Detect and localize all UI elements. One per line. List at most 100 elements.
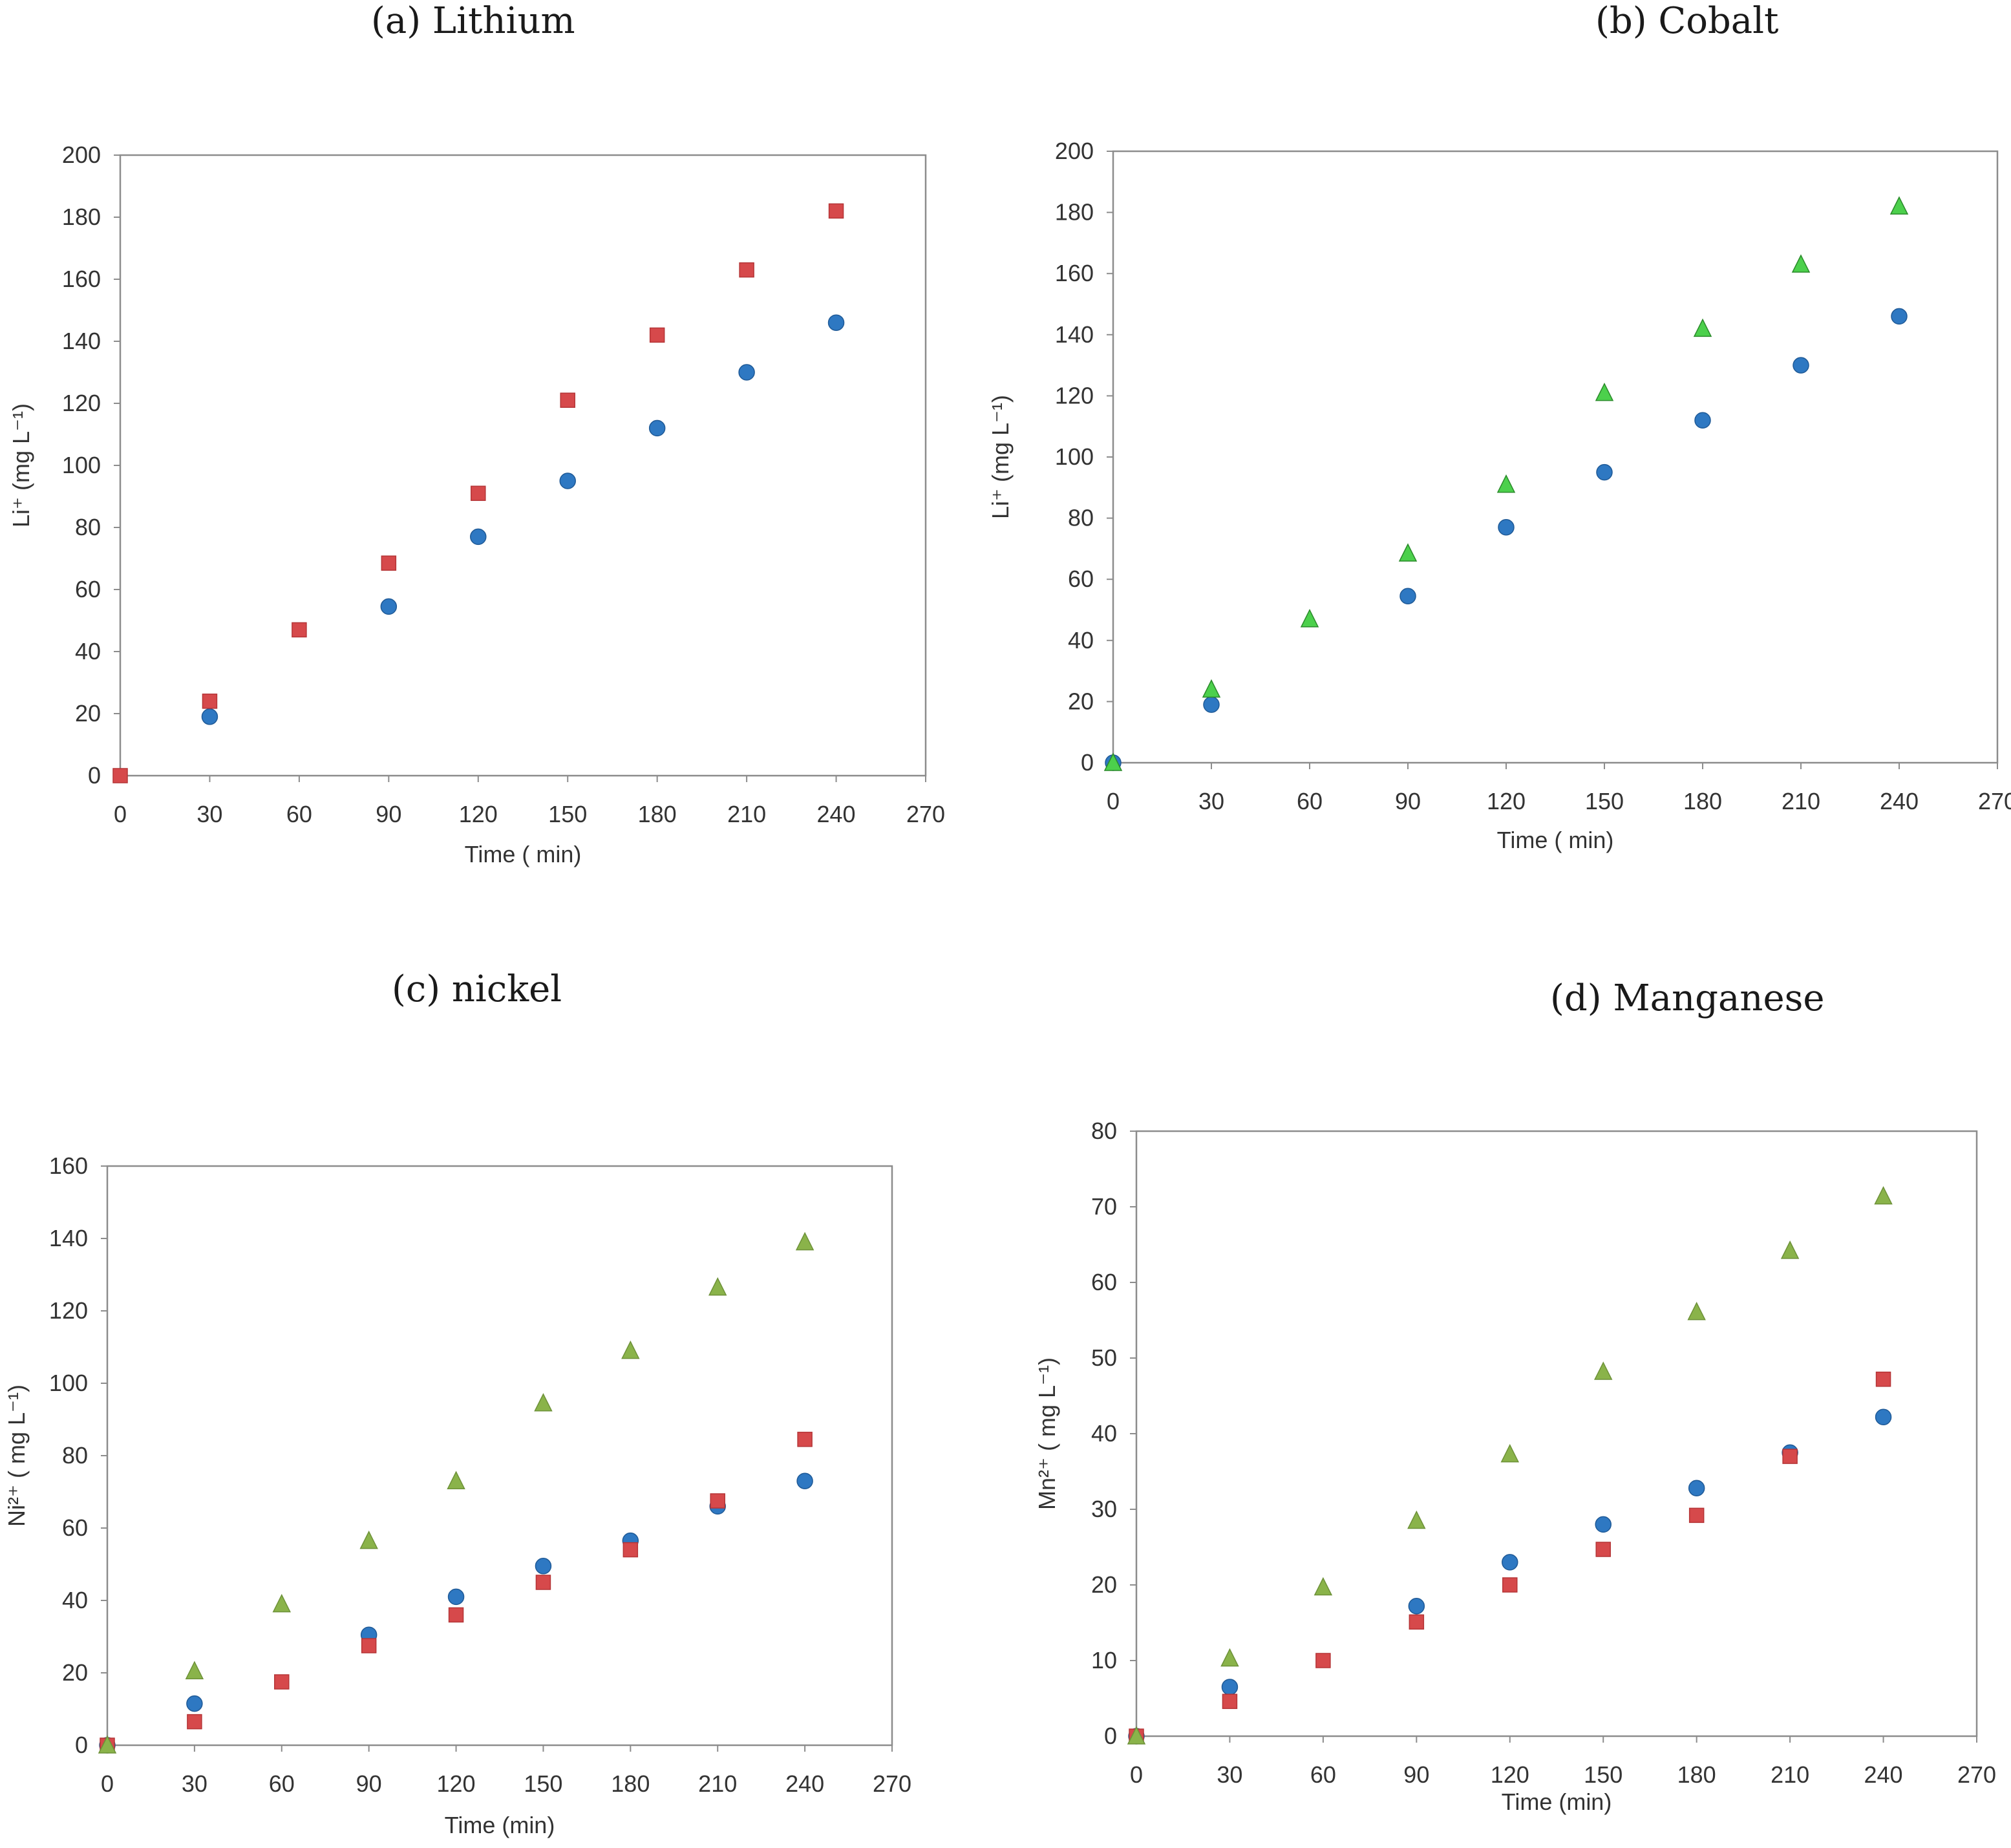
x-tick-label: 60 <box>1297 788 1323 814</box>
y-tick-label: 70 <box>1091 1193 1117 1220</box>
x-tick-label: 150 <box>524 1770 562 1797</box>
y-tick-label: 60 <box>1091 1269 1117 1295</box>
plot-frame <box>1135 1130 1978 1737</box>
x-tick-label: 240 <box>817 801 856 827</box>
data-point-circle <box>559 473 576 489</box>
data-point-square <box>1222 1694 1238 1709</box>
data-point-circle <box>201 708 218 725</box>
data-point-circle <box>1498 519 1515 536</box>
data-point-square <box>535 1575 551 1590</box>
data-point-circle <box>1596 463 1613 481</box>
x-tick-label: 30 <box>1217 1761 1242 1788</box>
y-tick-label: 80 <box>1068 505 1094 531</box>
data-point-triangle <box>98 1735 117 1754</box>
data-point-triangle <box>1500 1443 1519 1463</box>
data-point-square <box>1688 1507 1705 1524</box>
data-point-square <box>1782 1449 1798 1464</box>
data-point-triangle <box>1595 382 1614 401</box>
data-point-triangle <box>1300 609 1319 628</box>
x-tick-label: 60 <box>1310 1761 1336 1788</box>
x-tick-label: 150 <box>1585 788 1624 814</box>
y-tick-label: 60 <box>75 576 101 602</box>
x-tick-label: 150 <box>548 801 587 827</box>
data-point-triangle <box>1693 318 1712 337</box>
x-tick-label: 210 <box>727 801 766 827</box>
y-tick-label: 0 <box>88 762 101 789</box>
x-tick-label: 240 <box>785 1770 824 1797</box>
data-point-circle <box>186 1695 203 1712</box>
y-tick-label: 80 <box>75 514 101 540</box>
data-point-triangle <box>1889 196 1909 215</box>
y-axis-label: Li⁺ (mg L⁻¹) <box>8 403 34 527</box>
y-tick-label: 80 <box>1091 1118 1117 1144</box>
data-point-circle <box>648 420 666 437</box>
data-point-triangle <box>621 1340 640 1359</box>
x-tick-label: 60 <box>286 801 312 827</box>
y-tick-label: 100 <box>1055 443 1094 470</box>
y-tick-label: 120 <box>62 390 101 416</box>
x-tick-label: 120 <box>1487 788 1526 814</box>
x-tick-label: 0 <box>101 1770 114 1797</box>
data-point-triangle <box>185 1661 204 1679</box>
data-point-square <box>560 392 575 408</box>
x-tick-label: 240 <box>1864 1761 1903 1788</box>
plot-frame <box>1112 150 1999 764</box>
data-point-circle <box>1891 308 1908 325</box>
x-tick-label: 270 <box>873 1770 911 1797</box>
data-point-square <box>1409 1614 1425 1630</box>
x-axis-label: Time ( min) <box>1497 827 1614 853</box>
x-tick-label: 180 <box>1677 1761 1716 1788</box>
y-tick-label: 20 <box>75 700 101 727</box>
y-tick-label: 140 <box>62 328 101 354</box>
data-point-circle <box>1408 1598 1425 1615</box>
y-tick-label: 180 <box>62 204 101 230</box>
data-point-triangle <box>708 1277 727 1296</box>
data-point-square <box>1595 1542 1611 1557</box>
chart-b: 0 20 40 60 80 100 120 140 160 180 200 0 30 60 90 120 150… <box>987 138 2011 853</box>
data-point-triangle <box>272 1593 291 1613</box>
chart-c: 0 20 40 60 80 100 120 140 160 0 30 60 90 120 150 180 210… <box>3 1152 911 1838</box>
y-axis-label: Li⁺ (mg L⁻¹) <box>987 395 1014 519</box>
y-tick-label: 120 <box>1055 382 1094 409</box>
panel-b-title: (b) Cobalt <box>1595 0 1779 42</box>
data-point-triangle <box>1202 679 1221 698</box>
data-point-square <box>739 262 754 278</box>
data-point-square <box>622 1542 639 1558</box>
y-tick-label: 160 <box>1055 260 1094 286</box>
panel-c-title: (c) nickel <box>392 968 562 1010</box>
y-tick-label: 200 <box>1055 138 1094 164</box>
x-tick-label: 0 <box>114 801 127 827</box>
data-point-triangle <box>1407 1510 1426 1529</box>
x-tick-label: 90 <box>356 1770 382 1797</box>
data-point-triangle <box>1127 1726 1146 1745</box>
x-tick-label: 210 <box>1782 788 1820 814</box>
data-point-square <box>1875 1372 1891 1387</box>
data-point-circle <box>1688 1480 1705 1496</box>
x-tick-label: 150 <box>1584 1761 1623 1788</box>
x-tick-label: 120 <box>1491 1761 1529 1788</box>
data-point-circle <box>535 1558 552 1575</box>
plot-frame <box>106 1165 893 1747</box>
y-tick-label: 160 <box>62 266 101 292</box>
data-point-triangle <box>359 1530 378 1549</box>
data-point-circle <box>1221 1679 1239 1695</box>
y-tick-label: 0 <box>75 1732 88 1758</box>
x-tick-label: 60 <box>269 1770 295 1797</box>
x-tick-label: 270 <box>906 801 945 827</box>
data-point-triangle <box>1496 474 1516 493</box>
x-tick-label: 120 <box>459 801 498 827</box>
x-tick-label: 270 <box>1978 788 2011 814</box>
data-point-circle <box>1694 412 1711 429</box>
panel-d-title: (d) Manganese <box>1550 977 1825 1019</box>
y-tick-label: 180 <box>1055 199 1094 226</box>
data-point-square <box>1502 1577 1518 1593</box>
data-point-triangle <box>1594 1361 1613 1380</box>
data-point-triangle <box>534 1393 553 1412</box>
data-point-triangle <box>1103 752 1123 771</box>
x-tick-label: 90 <box>376 801 401 827</box>
y-axis-label: Mn²⁺ ( mg L⁻¹) <box>1034 1357 1060 1510</box>
x-tick-label: 240 <box>1880 788 1919 814</box>
data-point-square <box>381 555 397 571</box>
y-tick-label: 60 <box>1068 566 1094 592</box>
x-tick-label: 180 <box>611 1770 650 1797</box>
